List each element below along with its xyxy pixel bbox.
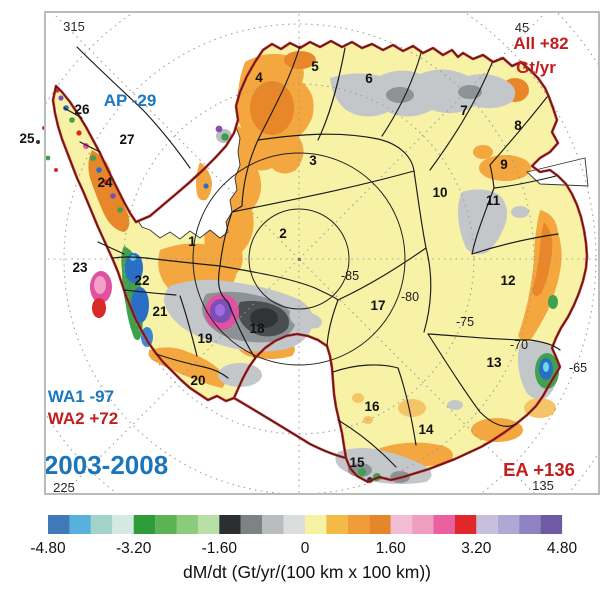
colorbar-swatch — [326, 515, 348, 534]
colorbar-swatch — [240, 515, 263, 534]
period-label: 2003-2008 — [44, 450, 168, 480]
colorbar-swatch — [262, 515, 284, 534]
basin-11-label: 11 — [486, 193, 501, 208]
colorbar-swatch — [497, 515, 520, 534]
latitude-label-85s: -85 — [341, 269, 359, 283]
colorbar-swatch — [412, 515, 434, 534]
colorbar-swatch — [433, 515, 455, 534]
colorbar-swatches — [48, 515, 563, 534]
colorbar-title: dM/dt (Gt/yr/(100 km x 100 km)) — [183, 562, 431, 582]
colorbar-swatch — [347, 515, 370, 534]
basin-21-label: 21 — [152, 304, 168, 319]
basin-24-label: 24 — [97, 175, 113, 190]
map-frame — [44, 11, 600, 495]
ap-balance-label: AP -29 — [104, 91, 157, 110]
basin-26-label: 26 — [74, 102, 90, 117]
basin-25-label: 25 — [19, 131, 35, 146]
basin-9-label: 9 — [500, 157, 508, 172]
colorbar-swatch — [476, 515, 498, 534]
meridian-label-135: 135 — [532, 478, 554, 493]
colorbar-tick: 0 — [301, 540, 310, 557]
latitude-circle-85s — [248, 208, 350, 310]
basin-16-label: 16 — [364, 399, 380, 414]
basin-14-label: 14 — [418, 422, 434, 437]
colorbar-swatch — [90, 515, 113, 534]
basin-22-label: 22 — [134, 273, 149, 288]
graticule-labels: 315 45 225 135 -85 -80 -75 -70 -65 — [53, 19, 587, 495]
basin-8-label: 8 — [514, 118, 522, 133]
latitude-label-80s: -80 — [401, 290, 419, 304]
latitude-circle-80s — [192, 152, 406, 366]
colorbar-swatch — [176, 515, 198, 534]
ea-balance-label: EA +136 — [503, 459, 575, 480]
basin-19-label: 19 — [197, 331, 212, 346]
colorbar-swatch — [283, 515, 306, 534]
colorbar-tick: -4.80 — [30, 540, 66, 557]
colorbar-tick: 3.20 — [461, 540, 492, 557]
basin-17-label: 17 — [370, 298, 385, 313]
basin-12-label: 12 — [500, 273, 515, 288]
colorbar-tick-labels: -4.80 -3.20 -1.60 0 1.60 3.20 4.80 — [30, 540, 577, 557]
basin-5-label: 5 — [311, 59, 319, 74]
basin-27-label: 27 — [119, 132, 134, 147]
basin-1-label: 1 — [188, 234, 196, 249]
basin-2-label: 2 — [279, 226, 287, 241]
colorbar-tick: -1.60 — [202, 540, 238, 557]
coastline — [51, 39, 589, 484]
colorbar-tick: 4.80 — [547, 540, 578, 557]
colorbar-swatch — [454, 515, 477, 534]
basin-13-label: 13 — [486, 355, 502, 370]
basin-15-label: 15 — [349, 455, 365, 470]
all-balance-units: Gt/yr — [516, 58, 556, 77]
basin-3-label: 3 — [309, 153, 317, 168]
colorbar-swatch — [369, 515, 391, 534]
basin-boundaries — [63, 45, 561, 468]
colorbar-swatch — [519, 515, 541, 534]
colorbar: -4.80 -3.20 -1.60 0 1.60 3.20 4.80 dM/dt… — [30, 515, 577, 582]
basin-4-label: 4 — [255, 70, 263, 85]
colorbar-swatch — [305, 515, 327, 534]
meridian-label-45: 45 — [515, 20, 529, 35]
colorbar-swatch — [390, 515, 413, 534]
wa1-balance-label: WA1 -97 — [48, 387, 114, 406]
wa2-balance-label: WA2 +72 — [48, 409, 118, 428]
colorbar-tick: -3.20 — [116, 540, 152, 557]
meridian-label-315: 315 — [63, 19, 85, 34]
colorbar-swatch — [48, 515, 70, 534]
colorbar-swatch — [155, 515, 177, 534]
basin-23-label: 23 — [72, 260, 88, 275]
latitude-label-70s: -70 — [510, 338, 528, 352]
colorbar-swatch — [540, 515, 563, 534]
basin-20-label: 20 — [190, 373, 205, 388]
basin-18-label: 18 — [249, 321, 265, 336]
basin-6-label: 6 — [365, 71, 373, 86]
basin-7-label: 7 — [460, 103, 468, 118]
colorbar-swatch — [219, 515, 241, 534]
regional-annotations: AP -29 All +82 Gt/yr WA1 -97 WA2 +72 200… — [44, 34, 575, 480]
colorbar-swatch — [112, 515, 134, 534]
colorbar-tick: 1.60 — [376, 540, 407, 557]
colorbar-swatch — [133, 515, 156, 534]
basin-10-label: 10 — [432, 185, 447, 200]
colorbar-swatch — [197, 515, 220, 534]
colorbar-swatch — [69, 515, 91, 534]
meridian-label-225: 225 — [53, 480, 75, 495]
basin-number-labels: 1 2 3 4 5 6 7 8 9 10 11 12 13 14 15 16 1… — [19, 59, 522, 470]
latitude-label-65s: -65 — [569, 361, 587, 375]
all-balance-label: All +82 — [513, 34, 568, 53]
latitude-label-75s: -75 — [456, 315, 474, 329]
